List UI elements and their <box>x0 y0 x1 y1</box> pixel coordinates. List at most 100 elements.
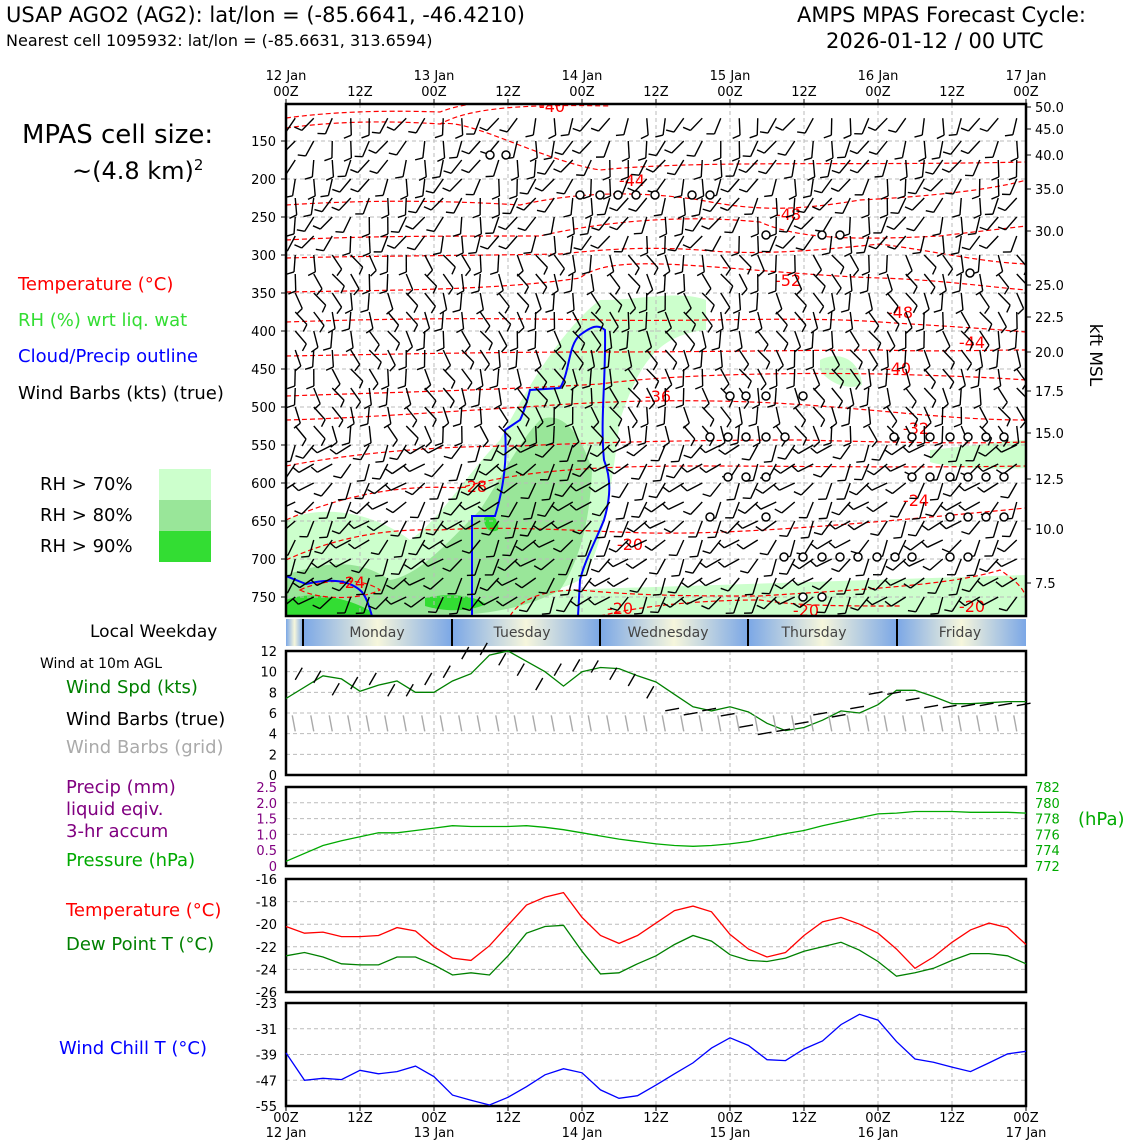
wind-barb-staff <box>594 463 611 473</box>
wind-barb-staff <box>569 235 574 253</box>
wind-barb-flag <box>586 290 595 296</box>
wind-barb-flag <box>943 345 951 353</box>
wind-barb-staff <box>749 444 759 461</box>
wind-barb-flag <box>450 381 456 389</box>
pressure-tick-label: 200 <box>251 173 276 188</box>
wind-barb-flag <box>570 600 578 607</box>
wind-barb-flag <box>294 126 303 131</box>
wind-barb-flag <box>791 579 799 586</box>
wind-barb-flag <box>425 532 434 536</box>
wind-barb-flag <box>672 343 678 352</box>
wind-barb-staff <box>479 311 491 327</box>
wind-barb-flag <box>810 543 818 550</box>
wind-barb-staff <box>289 444 296 462</box>
wind-barb-staff <box>936 463 944 481</box>
wind-barb-staff <box>412 216 426 230</box>
wind-barb-staff <box>1005 216 1018 231</box>
wind-barb-true <box>350 676 359 690</box>
wind-barb-flag <box>325 176 334 181</box>
wind-barb-staff <box>830 425 833 444</box>
wind-barb-staff <box>621 520 629 537</box>
wind-barb-staff <box>634 178 648 192</box>
wind-barb-staff <box>654 178 666 194</box>
wind-barb-staff <box>512 140 518 158</box>
wind-barb-staff <box>1001 577 1018 588</box>
wind-barb-staff <box>849 254 860 271</box>
wind-chill-legend: Wind Chill T (°C) <box>59 1038 207 1059</box>
wind-barb-staff <box>535 387 548 401</box>
wind-barb-staff <box>387 425 398 441</box>
wind-barb-flag <box>296 229 305 233</box>
calm-circle <box>890 552 900 562</box>
wind-barb-staff <box>570 273 574 291</box>
kft-tick-label: 25.0 <box>1035 279 1064 294</box>
temp-tick-label: -16 <box>256 873 277 888</box>
wind-barb-staff <box>483 596 500 606</box>
wind-barb-staff <box>553 273 559 291</box>
cloud-outline-left <box>286 575 373 616</box>
wind-barb-staff <box>923 387 937 401</box>
wind-barb-flag <box>743 401 750 410</box>
wind-barb-staff <box>816 558 833 568</box>
wind-barb-flag <box>403 579 410 586</box>
wind-barb-staff <box>649 520 666 529</box>
calm-circle <box>723 432 733 442</box>
wind-barb-staff <box>646 235 649 254</box>
precip-tick-label: 2.0 <box>256 797 277 812</box>
wind-barb-staff <box>698 197 703 215</box>
wind-barb-staff <box>959 387 962 406</box>
weekday-segment <box>600 619 748 646</box>
wind-barb-staff <box>1016 140 1019 159</box>
wind-barb-staff <box>397 520 407 537</box>
wind-barb-flag <box>720 206 728 212</box>
wind-barb-flag <box>368 149 377 154</box>
temperature-label: -24 <box>903 491 929 510</box>
calm-circle <box>741 472 751 482</box>
wind-barb-flag <box>522 401 528 409</box>
wind-barb-flag <box>572 441 580 448</box>
wind-barb-flag <box>370 270 377 277</box>
pressure-tick-label: 700 <box>251 553 276 568</box>
wind-barb-staff <box>727 178 740 193</box>
wind-barb-staff <box>945 520 962 530</box>
wind-barb-staff <box>803 539 814 555</box>
wind-barb-flag <box>750 252 759 257</box>
wind-barb-staff <box>286 577 296 594</box>
wind-barb-staff <box>387 197 390 216</box>
wind-barb-staff <box>552 292 555 311</box>
wind-barb-flag <box>751 404 760 410</box>
rh70-region-right <box>930 440 1026 469</box>
calm-circle <box>761 230 771 240</box>
wind-barb-staff <box>939 216 944 234</box>
bottom-time-label: 12Z <box>791 1111 817 1126</box>
wind-barb-staff <box>792 197 796 216</box>
wind-barb-staff <box>786 216 796 233</box>
wind-barb-staff <box>1009 520 1018 537</box>
wind-barb-staff <box>831 330 834 349</box>
wind-barb-staff <box>997 311 1007 328</box>
wind-barb-staff <box>701 292 715 306</box>
wind-barb-staff <box>812 406 826 421</box>
wind-barb-staff <box>516 406 530 420</box>
wind-barb-staff <box>428 539 444 550</box>
wind-barb-flag <box>395 176 404 179</box>
wind-barb-staff <box>803 197 814 213</box>
wind-barb-staff <box>594 482 611 493</box>
wind-barb-staff <box>769 235 777 252</box>
wind-barb-flag <box>648 495 657 499</box>
wind-barb-staff <box>521 577 537 589</box>
wind-barb-staff <box>831 140 834 159</box>
wind-barb-staff <box>682 368 685 387</box>
wind-barb-flag <box>849 169 858 174</box>
grid-layer <box>286 104 1026 1106</box>
wind-barb-staff <box>580 235 592 251</box>
wind-barb-staff <box>439 159 444 177</box>
wind-barb-flag <box>340 399 345 408</box>
wind-barb-flag <box>740 570 749 574</box>
wind-barb-staff <box>757 425 761 443</box>
wind-barb-staff <box>512 520 518 538</box>
wind-barb-staff <box>676 539 685 556</box>
wind-barb-flag <box>742 497 751 500</box>
wind-barb-staff <box>964 482 981 492</box>
wind-barb-flag <box>689 555 698 558</box>
